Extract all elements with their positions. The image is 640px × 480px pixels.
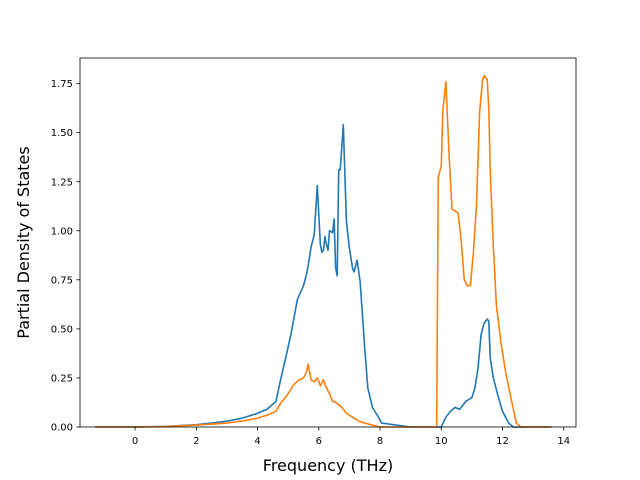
x-tick-label: 10 [435, 436, 448, 447]
x-tick-label: 8 [377, 436, 383, 447]
y-tick-label: 1.25 [51, 177, 73, 188]
x-tick-label: 4 [254, 436, 260, 447]
x-axis-label: Frequency (THz) [263, 456, 393, 475]
x-tick-label: 12 [496, 436, 509, 447]
plot-area [79, 57, 577, 428]
y-tick-label: 0.00 [51, 423, 73, 434]
y-tick-label: 0.50 [51, 324, 73, 335]
y-tick-label: 1.75 [51, 79, 73, 90]
x-axis-ticks: 0 2 4 6 8 10 12 14 [132, 427, 570, 447]
x-tick-label: 6 [316, 436, 322, 447]
y-tick-label: 1.50 [51, 128, 73, 139]
x-tick-label: 0 [132, 436, 138, 447]
y-tick-label: 0.25 [51, 374, 73, 385]
series-layer [95, 74, 552, 428]
series-line-2 [95, 74, 552, 428]
series-line-1 [95, 123, 552, 428]
x-tick-label: 14 [557, 436, 570, 447]
y-axis-label: Partial Density of States [14, 146, 33, 338]
y-tick-label: 1.00 [51, 226, 73, 237]
x-tick-label: 2 [193, 436, 199, 447]
y-tick-label: 0.75 [51, 275, 73, 286]
axes-frame [79, 57, 577, 428]
y-axis-ticks: 0.00 0.25 0.50 0.75 1.00 1.25 1.50 1.75 [51, 79, 80, 434]
